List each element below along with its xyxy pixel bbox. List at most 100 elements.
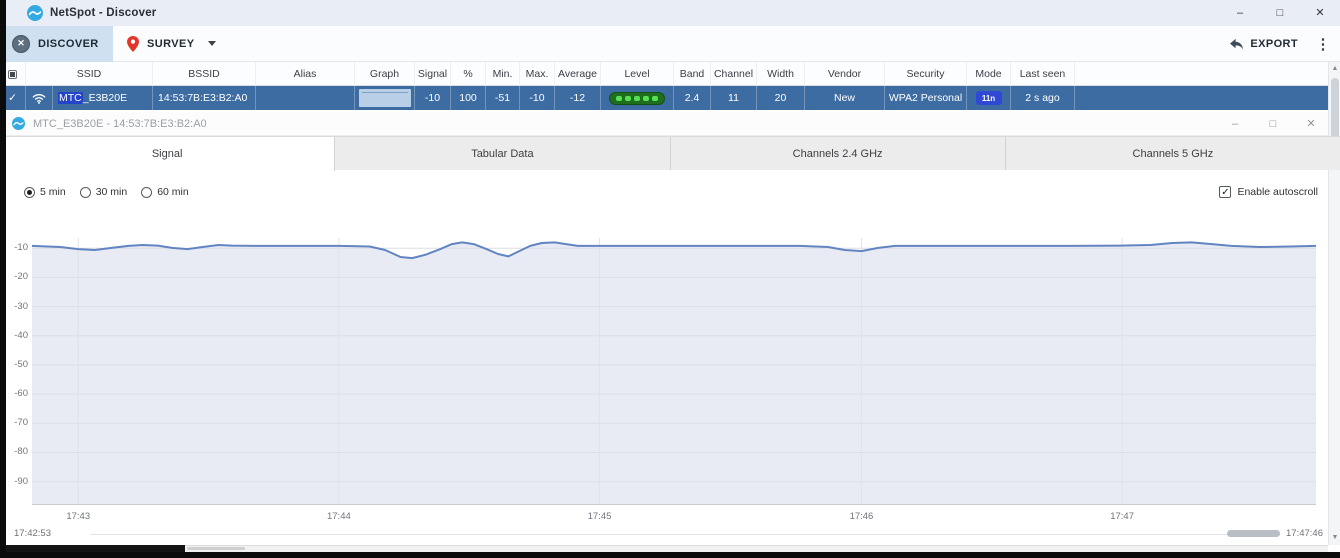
chart-controls-row: 5 min 30 min 60 min ✓ Enable autoscroll <box>0 186 1340 206</box>
netspot-logo-icon-small <box>12 117 25 130</box>
tab-channels-2-4-ghz[interactable]: Channels 2.4 GHz <box>670 137 1006 170</box>
radio-5-min-label: 5 min <box>40 186 66 198</box>
horizontal-scrollbar-thumb[interactable] <box>187 547 245 550</box>
radio-5-min[interactable] <box>24 186 35 198</box>
y-axis-tick-label: -30 <box>14 300 28 312</box>
tab-channels-5-ghz[interactable]: Channels 5 GHz <box>1005 137 1340 170</box>
scrollbar-thumb[interactable] <box>1331 78 1339 166</box>
cell-alias[interactable] <box>256 86 355 110</box>
survey-mode-button[interactable]: SURVEY <box>113 26 230 62</box>
radio-30-min-label: 30 min <box>95 186 128 198</box>
horizontal-scrollbar[interactable] <box>185 545 1328 552</box>
radio-60-min[interactable] <box>141 186 153 198</box>
level-dot <box>634 95 640 101</box>
column-header-filler <box>1075 62 1328 86</box>
column-header-width[interactable]: Width <box>757 62 805 86</box>
column-header-channel[interactable]: Channel <box>711 62 757 86</box>
radio-60-min-label: 60 min <box>157 186 189 198</box>
cell-filler <box>1075 86 1328 110</box>
column-header-last-seen[interactable]: Last seen <box>1011 62 1075 86</box>
sparkline-thumbnail <box>358 89 411 107</box>
discover-globe-icon: ✕ <box>12 34 30 53</box>
column-header-bssid[interactable]: BSSID <box>153 62 256 86</box>
x-axis-tick-label: 17:44 <box>326 511 351 522</box>
title-bar: NetSpot - Discover – □ ✕ <box>0 0 1340 26</box>
level-dot <box>625 95 631 101</box>
y-axis-tick-label: -60 <box>14 388 28 400</box>
autoscroll-label: Enable autoscroll <box>1237 186 1318 198</box>
y-axis-tick-label: -70 <box>14 417 28 429</box>
table-row[interactable]: ✓ MTC _E3B20E 14:53:7B:E3:B2:A0 -10 100 -… <box>0 86 1328 110</box>
detail-window-title-bar: MTC_E3B20E - 14:53:7B:E3:B2:A0 <box>0 112 1328 136</box>
vertical-scrollbar[interactable]: ▲ ▼ <box>1328 62 1340 545</box>
cell-level <box>601 86 674 110</box>
scroll-up-icon[interactable]: ▲ <box>1331 65 1339 72</box>
column-header-alias[interactable]: Alias <box>256 62 355 86</box>
column-header-security[interactable]: Security <box>885 62 967 86</box>
wifi-mode-badge: 11n <box>975 91 1002 105</box>
time-slider-track[interactable] <box>90 534 1280 535</box>
cell-percent: 100 <box>451 86 486 110</box>
column-header-band[interactable]: Band <box>674 62 711 86</box>
cell-ssid[interactable]: MTC _E3B20E <box>53 86 153 110</box>
ssid-selected-text: MTC <box>58 92 83 104</box>
column-header-vendor[interactable]: Vendor <box>805 62 885 86</box>
y-axis-tick-label: -80 <box>14 446 28 458</box>
maximize-button[interactable]: □ <box>1276 7 1284 19</box>
y-axis-tick-label: -90 <box>14 475 28 487</box>
scroll-down-icon[interactable]: ▼ <box>1331 534 1339 541</box>
close-button[interactable]: ✕ <box>1315 7 1325 19</box>
tab-signal[interactable]: Signal <box>0 137 336 171</box>
desktop-edge-left <box>0 0 6 558</box>
radio-30-min[interactable] <box>79 186 91 198</box>
row-checkbox[interactable]: ✓ <box>0 86 26 110</box>
cell-last-seen: 2 s ago <box>1011 86 1075 110</box>
column-header-max[interactable]: Max. <box>520 62 555 86</box>
autoscroll-control: ✓ Enable autoscroll <box>1219 186 1318 198</box>
x-axis-tick-label: 17:43 <box>66 511 91 522</box>
export-arrow-icon <box>1230 38 1244 50</box>
desktop-edge-bottom-left <box>0 545 185 552</box>
netspot-logo-icon <box>27 5 43 21</box>
export-button[interactable]: EXPORT <box>1223 26 1304 62</box>
level-dot <box>643 95 649 101</box>
x-axis-tick-label: 17:46 <box>849 511 874 522</box>
detail-maximize-button[interactable]: □ <box>1269 118 1277 130</box>
column-header-level[interactable]: Level <box>601 62 674 86</box>
time-slider-handle[interactable] <box>1227 530 1280 537</box>
y-axis-tick-label: -20 <box>14 271 28 283</box>
column-header-percent[interactable]: % <box>451 62 486 86</box>
detail-tab-bar: Signal Tabular Data Channels 2.4 GHz Cha… <box>0 136 1340 171</box>
network-table-header: SSID BSSID Alias Graph Signal % Min. Max… <box>0 62 1328 86</box>
autoscroll-checkbox[interactable]: ✓ <box>1219 186 1232 198</box>
column-header-average[interactable]: Average <box>555 62 601 86</box>
y-axis-tick-label: -10 <box>14 242 28 254</box>
survey-label: SURVEY <box>147 37 195 50</box>
minimize-button[interactable]: – <box>1236 7 1244 19</box>
chevron-down-icon[interactable] <box>208 41 217 46</box>
discover-mode-button[interactable]: ✕ DISCOVER <box>0 25 113 62</box>
signal-level-indicator <box>609 91 665 105</box>
cell-width: 20 <box>757 86 805 110</box>
column-header-ssid[interactable]: SSID <box>26 62 153 86</box>
tab-tabular-data[interactable]: Tabular Data <box>335 137 671 170</box>
signal-chart-canvas <box>31 238 1317 505</box>
cell-band: 2.4 <box>674 86 711 110</box>
column-header-signal[interactable]: Signal <box>415 62 451 86</box>
overflow-menu-button[interactable]: ⋮ <box>1315 36 1331 53</box>
desktop-edge-bottom <box>0 552 1340 558</box>
column-header-graph[interactable]: Graph <box>355 62 415 86</box>
column-header-mode[interactable]: Mode <box>967 62 1011 86</box>
cell-signal: -10 <box>415 86 451 110</box>
ssid-rest-text: _E3B20E <box>82 92 128 104</box>
export-label: EXPORT <box>1250 38 1298 50</box>
signal-chart <box>31 238 1317 505</box>
select-all-checkbox[interactable] <box>0 62 26 86</box>
column-header-min[interactable]: Min. <box>486 62 520 86</box>
level-dot <box>652 95 658 101</box>
detail-close-button[interactable]: ✕ <box>1306 118 1316 130</box>
detail-minimize-button[interactable]: – <box>1231 118 1239 130</box>
y-axis-tick-label: -40 <box>14 329 28 341</box>
x-axis-tick-label: 17:47 <box>1110 511 1134 522</box>
wifi-icon <box>26 86 53 110</box>
